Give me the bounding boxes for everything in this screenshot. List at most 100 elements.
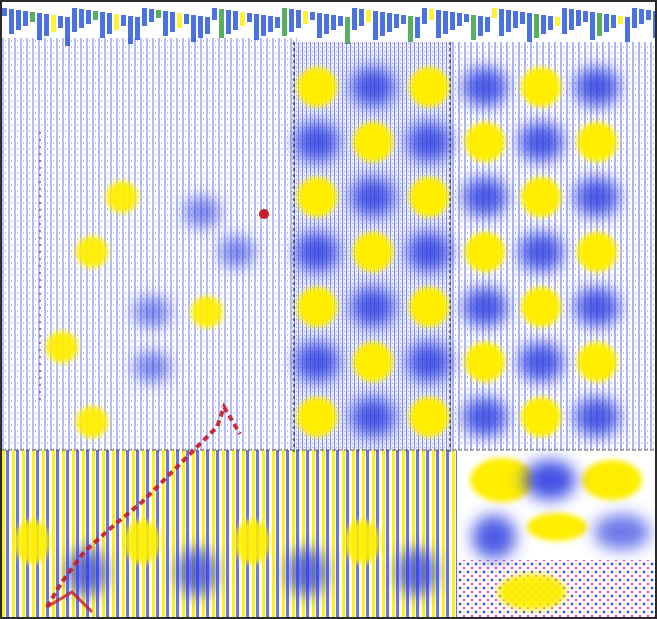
blue-blob: [397, 548, 437, 596]
header-mark: [198, 16, 203, 38]
header-mark: [93, 11, 98, 20]
red-dot: [259, 209, 269, 219]
header-mark: [352, 8, 357, 30]
yellow-blob: [521, 397, 561, 437]
blue-blob: [351, 287, 395, 327]
header-mark: [128, 16, 133, 44]
yellow-blob: [577, 122, 617, 162]
yellow-blob: [527, 513, 587, 541]
header-mark: [184, 14, 189, 24]
blue-blob: [407, 232, 451, 272]
header-mark: [247, 13, 252, 22]
header-mark: [219, 9, 224, 38]
header-mark: [359, 9, 364, 26]
yellow-blob: [14, 520, 50, 564]
yellow-blob: [465, 342, 505, 382]
header-mark: [639, 9, 644, 24]
blue-blob: [134, 296, 170, 328]
yellow-blob: [521, 177, 561, 217]
header-mark: [149, 9, 154, 22]
header-mark: [394, 14, 399, 28]
header-mark: [303, 11, 308, 24]
header-mark: [646, 10, 651, 20]
yellow-blob: [46, 331, 78, 363]
yellow-blob: [297, 67, 337, 107]
header-mark: [170, 12, 175, 32]
header-mark: [9, 9, 14, 34]
header-mark: [79, 9, 84, 28]
blue-blob: [295, 122, 339, 162]
yellow-blob: [470, 458, 534, 502]
blue-blob: [472, 515, 516, 559]
header-mark: [51, 15, 56, 32]
header-mark: [324, 14, 329, 34]
yellow-blob: [76, 236, 108, 268]
blue-blob: [463, 287, 507, 327]
header-mark: [618, 16, 623, 24]
header-mark: [261, 15, 266, 36]
header-mark: [373, 11, 378, 40]
header-mark: [65, 17, 70, 46]
header-mark: [611, 15, 616, 28]
header-mark: [142, 8, 147, 26]
yellow-blob: [577, 342, 617, 382]
header-mark: [345, 17, 350, 44]
header-mark: [534, 14, 539, 38]
header-mark: [401, 15, 406, 24]
yellow-blob: [465, 122, 505, 162]
blue-blob: [575, 67, 619, 107]
header-mark: [597, 13, 602, 36]
header-mark: [408, 16, 413, 42]
header-mark: [527, 13, 532, 42]
header-mark: [191, 15, 196, 42]
blue-blob: [524, 460, 576, 500]
header-mark: [492, 8, 497, 18]
yellow-blob: [234, 520, 270, 564]
header-mark: [268, 16, 273, 32]
blue-blob: [351, 67, 395, 107]
blue-blob: [519, 232, 563, 272]
header-mark: [450, 12, 455, 30]
yellow-blob: [297, 177, 337, 217]
yellow-blob: [353, 342, 393, 382]
header-mark: [429, 9, 434, 20]
header-mark: [590, 12, 595, 40]
header-mark: [471, 15, 476, 40]
header-mark: [653, 11, 655, 38]
blue-blob: [575, 287, 619, 327]
header-mark: [387, 13, 392, 32]
header-mark: [317, 13, 322, 38]
header-mark: [163, 11, 168, 36]
header-mark: [478, 16, 483, 36]
blue-blob-layer: [67, 67, 650, 596]
yellow-blob: [353, 232, 393, 272]
header-mark: [275, 17, 280, 28]
blue-blob: [463, 397, 507, 437]
header-mark: [520, 12, 525, 24]
yellow-blob: [106, 181, 138, 213]
header-mark: [569, 9, 574, 30]
header-mark: [604, 14, 609, 32]
header-mark: [380, 12, 385, 36]
hatched-region-top-left: [2, 32, 297, 452]
header-mark: [16, 10, 21, 30]
header-mark: [72, 8, 77, 32]
yellow-blob: [498, 574, 566, 610]
header-mark: [499, 9, 504, 36]
header-mark: [44, 14, 49, 36]
header-mark: [331, 15, 336, 30]
header-mark: [282, 8, 287, 36]
blue-blob: [295, 232, 339, 272]
header-mark: [30, 12, 35, 22]
header-mark: [289, 9, 294, 32]
header-mark: [562, 8, 567, 34]
header-mark: [464, 14, 469, 22]
header-mark: [226, 10, 231, 34]
header-mark: [541, 15, 546, 34]
header-mark: [576, 10, 581, 26]
yellow-blob: [76, 406, 108, 438]
yellow-blob: [577, 232, 617, 272]
red-diagonal-trace: [45, 402, 242, 609]
header-mark: [100, 12, 105, 38]
